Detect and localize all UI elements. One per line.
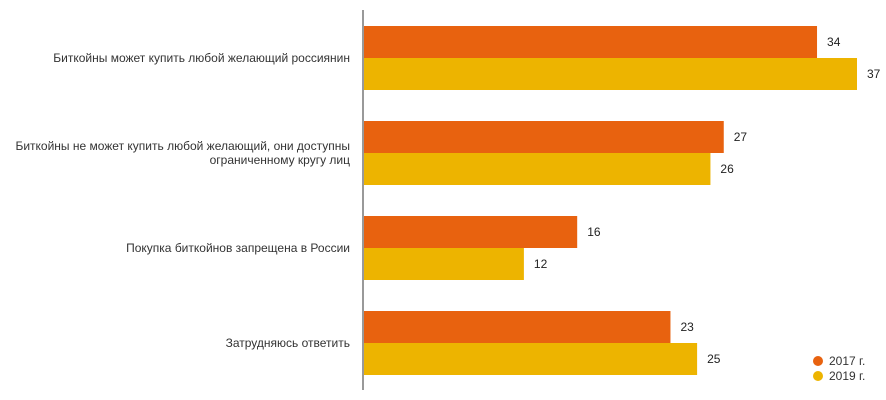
category-label-0-line-0: Биткойны может купить любой желающий рос… xyxy=(53,51,350,65)
data-label-0-series-1: 37 xyxy=(867,67,881,81)
bar-0-series-0 xyxy=(364,26,818,58)
category-label-3: Затрудняюсь ответить xyxy=(226,336,350,350)
legend: 2017 г.2019 г. xyxy=(813,354,865,383)
data-label-1-series-1: 26 xyxy=(720,162,734,176)
data-label-3-series-1: 25 xyxy=(707,352,721,366)
labels-layer: 34 37 Биткойны может купить любой желающий… xyxy=(15,35,880,366)
category-label-3-line-0: Затрудняюсь ответить xyxy=(226,336,350,350)
legend-label-0: 2017 г. xyxy=(829,354,865,368)
bar-2-series-0 xyxy=(364,216,578,248)
legend-label-1: 2019 г. xyxy=(829,369,865,383)
bar-3-series-1 xyxy=(364,343,698,375)
category-label-0: Биткойны может купить любой желающий рос… xyxy=(53,51,350,65)
legend-marker-1 xyxy=(813,371,823,381)
bar-2-series-1 xyxy=(364,248,524,280)
legend-marker-0 xyxy=(813,356,823,366)
category-label-2-line-0: Покупка биткойнов запрещена в России xyxy=(126,241,350,255)
data-label-2-series-1: 12 xyxy=(534,257,548,271)
data-label-3-series-0: 23 xyxy=(680,320,694,334)
bar-3-series-0 xyxy=(364,311,671,343)
data-label-1-series-0: 27 xyxy=(734,130,748,144)
data-label-0-series-0: 34 xyxy=(827,35,841,49)
bar-1-series-1 xyxy=(364,153,711,185)
bar-0-series-1 xyxy=(364,58,857,90)
data-label-2-series-0: 16 xyxy=(587,225,601,239)
category-label-2: Покупка биткойнов запрещена в России xyxy=(126,241,350,255)
bars-layer xyxy=(364,26,857,375)
category-label-1-line-1: ограниченному кругу лиц xyxy=(210,153,351,167)
category-label-1-line-0: Биткойны не может купить любой желающий,… xyxy=(15,139,350,153)
category-label-1: Биткойны не может купить любой желающий,… xyxy=(15,139,350,167)
bar-1-series-0 xyxy=(364,121,724,153)
